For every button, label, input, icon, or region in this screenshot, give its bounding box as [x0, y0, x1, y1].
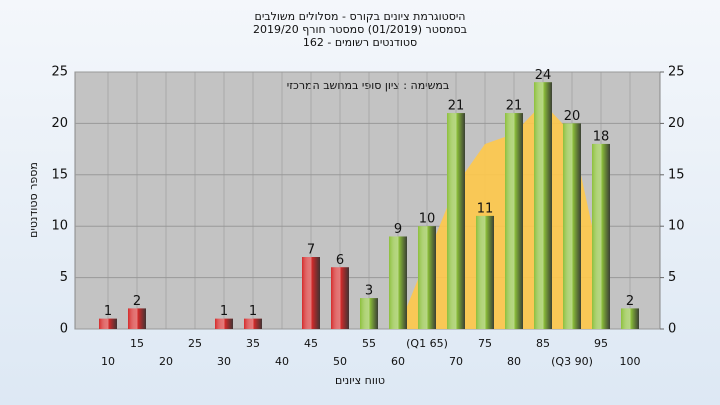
- value-label: 6: [336, 253, 344, 268]
- value-label: 21: [506, 99, 523, 114]
- value-label: 18: [593, 129, 610, 144]
- chart-subtitle: בסמסטר (01/2019) סמסטר חורף 2019/20: [253, 23, 467, 36]
- value-label: 3: [365, 284, 373, 299]
- x-tick-label: 45: [304, 337, 318, 350]
- x-tick-label: (Q1 65): [406, 337, 448, 350]
- bar: [302, 257, 320, 329]
- y-tick-label: 0: [60, 322, 68, 337]
- y2-tick-label: 10: [668, 219, 685, 234]
- annotation: במשימה : ציון סופי במחשב המרכזי: [287, 79, 450, 92]
- bar: [563, 123, 581, 330]
- x-tick-label: 30: [217, 355, 231, 368]
- y2-tick-label: 20: [668, 116, 685, 131]
- y2-tick-label: 0: [668, 322, 676, 337]
- y-tick-label: 25: [51, 65, 68, 80]
- bar: [592, 143, 610, 329]
- x-tick-label: 10: [101, 355, 115, 368]
- x-tick-label: 20: [159, 355, 173, 368]
- bar: [505, 113, 523, 330]
- value-label: 24: [535, 68, 552, 83]
- bar: [215, 318, 233, 329]
- value-label: 1: [249, 304, 257, 319]
- value-label: 10: [419, 212, 436, 227]
- bar: [476, 215, 494, 329]
- bar: [418, 226, 436, 329]
- value-label: 1: [220, 304, 228, 319]
- x-axis-label: טווח ציונים: [335, 374, 385, 387]
- y-tick-label: 15: [51, 167, 68, 182]
- value-label: 7: [307, 243, 315, 258]
- x-tick-label: (Q3 90): [551, 355, 593, 368]
- y-axis-label: מספר סטודנטים: [27, 162, 40, 238]
- value-label: 2: [133, 294, 141, 309]
- x-tick-label: 60: [391, 355, 405, 368]
- x-tick-label: 50: [333, 355, 347, 368]
- y2-tick-label: 15: [668, 167, 685, 182]
- x-tick-label: 55: [362, 337, 376, 350]
- bar: [99, 318, 117, 329]
- x-tick-label: 95: [594, 337, 608, 350]
- x-tick-label: 70: [449, 355, 463, 368]
- value-label: 1: [104, 304, 112, 319]
- bar: [128, 308, 146, 329]
- y-tick-label: 10: [51, 219, 68, 234]
- bar: [360, 298, 378, 329]
- value-label: 11: [477, 201, 494, 216]
- bar: [389, 236, 407, 329]
- value-label: 2: [626, 294, 634, 309]
- chart-subtitle: סטודנטים רשומים - 162: [303, 36, 417, 49]
- y2-tick-label: 5: [668, 270, 676, 285]
- x-tick-label: 80: [507, 355, 521, 368]
- value-label: 21: [448, 99, 465, 114]
- bar: [534, 82, 552, 329]
- value-label: 20: [564, 109, 581, 124]
- x-tick-label: 100: [620, 355, 641, 368]
- x-tick-label: 75: [478, 337, 492, 350]
- y-tick-label: 20: [51, 116, 68, 131]
- x-tick-label: 15: [130, 337, 144, 350]
- bar: [244, 318, 262, 329]
- bar: [447, 113, 465, 330]
- y-tick-label: 5: [60, 270, 68, 285]
- bar: [621, 308, 639, 329]
- x-tick-label: 85: [536, 337, 550, 350]
- bar: [331, 267, 349, 329]
- chart-title: היסטוגרמת ציונים בקורס - מסלולים משולבים: [255, 10, 466, 23]
- x-tick-label: 40: [275, 355, 289, 368]
- value-label: 9: [394, 222, 402, 237]
- x-tick-label: 35: [246, 337, 260, 350]
- y2-tick-label: 25: [668, 65, 685, 80]
- x-tick-label: 25: [188, 337, 202, 350]
